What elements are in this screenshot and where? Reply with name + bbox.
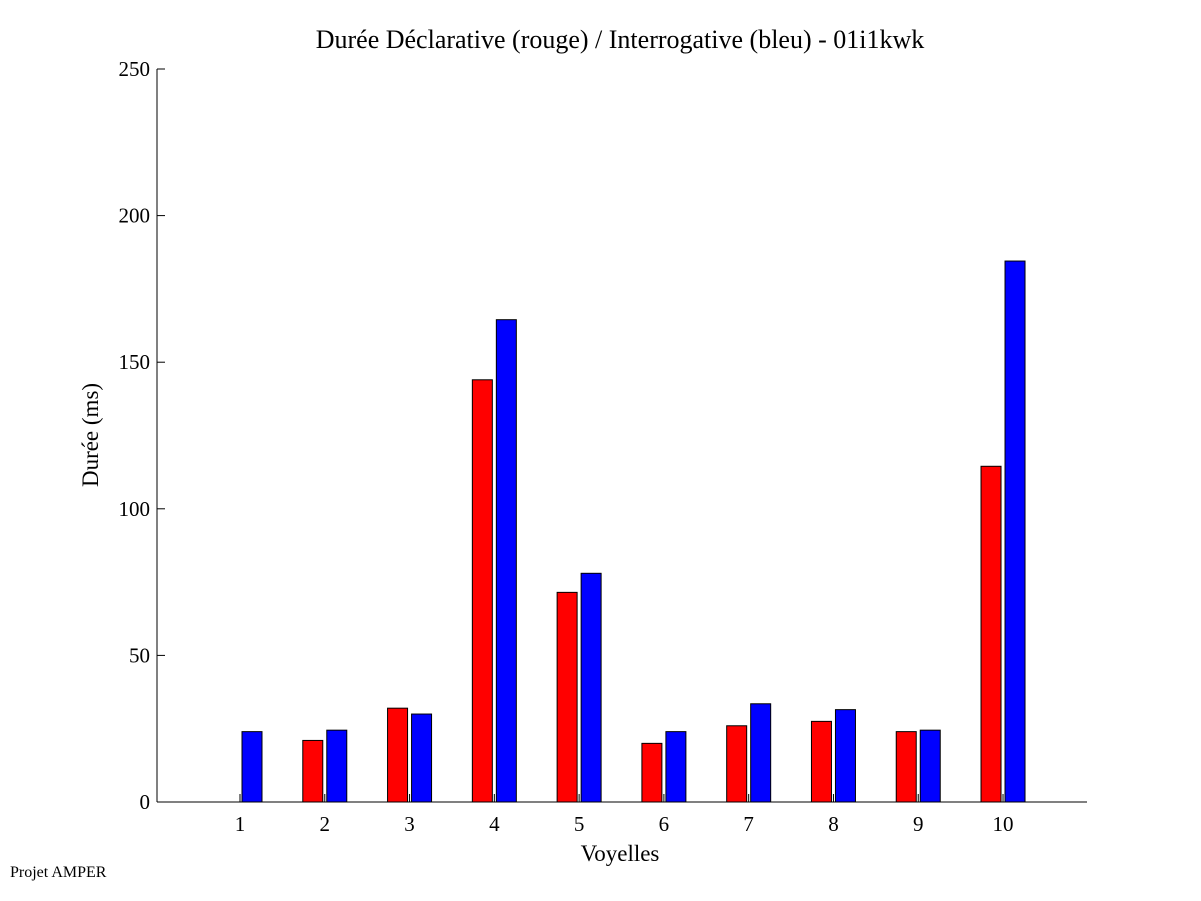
y-tick-label: 250 [119, 57, 151, 81]
bar-series-1-cat-8 [810, 720, 832, 803]
y-tick-label: 200 [119, 204, 151, 228]
x-tick-label: 1 [235, 812, 246, 836]
bar-series-1-cat-2 [302, 739, 324, 803]
bar-series-1-cat-4 [471, 379, 493, 803]
bar-series-1-cat-5 [556, 591, 578, 803]
bar-series-2-cat-9 [919, 729, 941, 803]
y-axis-label: Durée (ms) [78, 383, 103, 487]
bar-series-2-cat-5 [580, 572, 602, 803]
bar-series-2-cat-6 [665, 731, 687, 803]
bar-series-2-cat-2 [326, 729, 348, 803]
y-tick-label: 150 [119, 350, 151, 374]
x-tick-label: 8 [828, 812, 839, 836]
bar-series-2-cat-7 [750, 703, 772, 803]
bar-series-2-cat-10 [1004, 260, 1026, 803]
x-ticks-group: 1 2 3 4 5 6 7 8 9 10 [235, 794, 1014, 836]
x-axis-label: Voyelles [581, 841, 660, 866]
bar-series-1-cat-10 [980, 465, 1002, 803]
bar-series-2-cat-4 [495, 319, 517, 803]
bar-series-1-cat-3 [387, 707, 409, 803]
x-tick-label: 3 [404, 812, 415, 836]
bar-series-1-cat-9 [895, 731, 917, 803]
y-tick-label: 0 [140, 790, 151, 814]
bar-series-1-cat-7 [726, 725, 748, 803]
x-tick-label: 5 [574, 812, 585, 836]
x-tick-label: 9 [913, 812, 924, 836]
bar-series-2-cat-1 [241, 731, 263, 803]
x-tick-label: 2 [320, 812, 331, 836]
x-tick-label: 6 [659, 812, 670, 836]
x-tick-label: 7 [743, 812, 754, 836]
bar-series-2-cat-3 [411, 713, 433, 803]
bars-group [241, 260, 1026, 803]
y-tick-label: 50 [129, 643, 150, 667]
x-tick-label: 4 [489, 812, 500, 836]
y-tick-label: 100 [119, 497, 151, 521]
axes-group [156, 69, 1087, 803]
bar-series-1-cat-6 [641, 742, 663, 803]
bar-series-2-cat-8 [834, 709, 856, 803]
footer-credit: Projet AMPER [10, 864, 107, 881]
chart-title: Durée Déclarative (rouge) / Interrogativ… [316, 25, 925, 54]
y-ticks-group: 0 50 100 150 200 250 [119, 57, 165, 814]
x-tick-label: 10 [993, 812, 1014, 836]
